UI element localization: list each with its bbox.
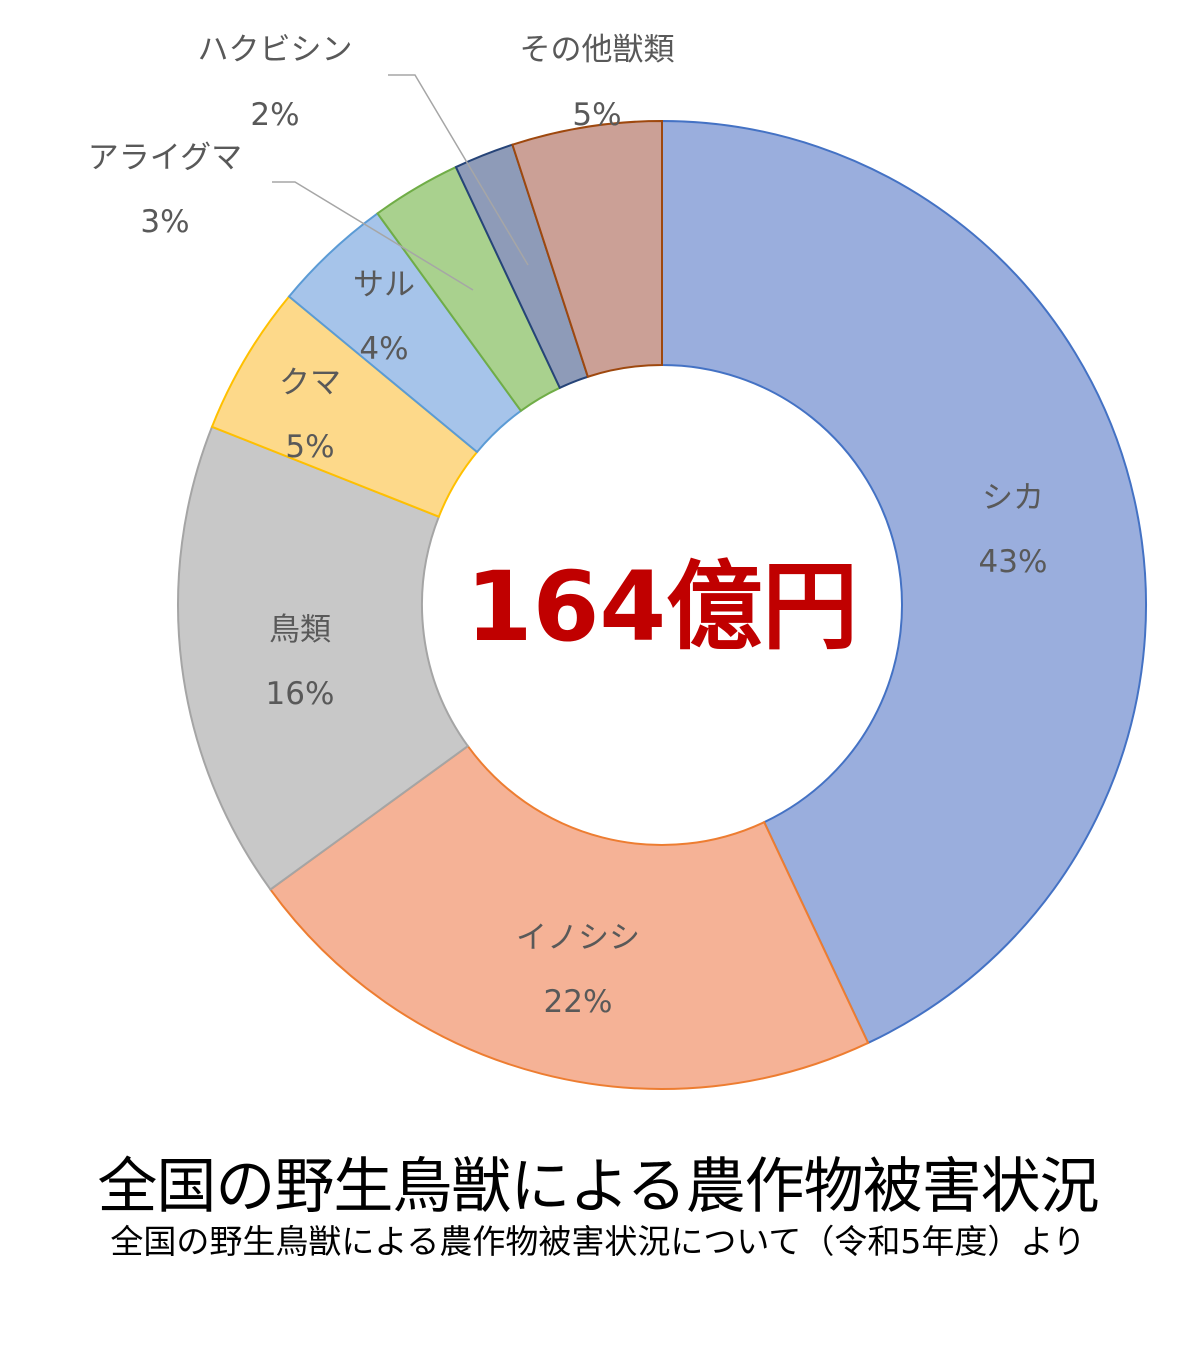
slice-name-label-6: ハクビシン <box>198 32 353 68</box>
slice-percent-label-6: 2% <box>250 97 299 133</box>
slice-percent-label-1: 22% <box>544 984 613 1020</box>
slice-name-label-2: 鳥類 <box>269 612 331 648</box>
slice-name-label-7: その他獣類 <box>520 32 675 68</box>
leader-lines <box>272 74 529 291</box>
slice-name-label-4: サル <box>353 267 415 303</box>
slice-name-label-1: イノシシ <box>516 920 640 956</box>
slice-percent-label-7: 5% <box>572 97 621 133</box>
slice-percent-label-3: 5% <box>285 429 334 465</box>
slice-percent-label-2: 16% <box>266 676 335 712</box>
slice-labels: シカ 43% イノシシ 22% 鳥類 16% クマ 5% サル 4% アライグマ 3% ハクビシン 2% そ… <box>88 32 1048 1020</box>
slice-percent-label-0: 43% <box>979 544 1048 580</box>
slice-name-label-3: クマ <box>279 365 341 401</box>
donut-slice-2 <box>177 425 470 891</box>
donut-chart: シカ 43% イノシシ 22% 鳥類 16% クマ 5% サル 4% アライグマ 3% ハクビシン 2% そ… <box>88 32 1148 1090</box>
leader-line-6 <box>388 74 529 266</box>
leader-line-5 <box>272 181 474 291</box>
slice-name-label-0: シカ <box>982 480 1044 516</box>
slice-name-label-5: アライグマ <box>88 140 242 176</box>
donut-slices <box>177 119 1148 1090</box>
chart-subtitle: 全国の野生鳥獣による農作物被害状況について（令和5年度）より <box>110 1222 1086 1261</box>
chart-title: 全国の野生鳥獣による農作物被害状況 <box>97 1152 1099 1222</box>
center-total: 164億円 <box>466 551 858 663</box>
donut-slice-7 <box>511 119 663 379</box>
slice-percent-label-5: 3% <box>140 204 189 240</box>
slice-percent-label-4: 4% <box>359 331 408 367</box>
donut-slice-1 <box>269 744 870 1090</box>
donut-slice-0 <box>661 119 1148 1045</box>
